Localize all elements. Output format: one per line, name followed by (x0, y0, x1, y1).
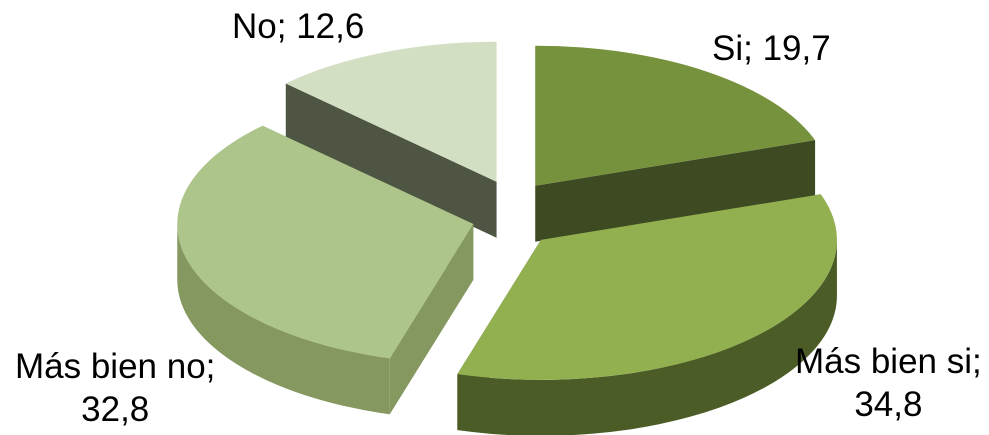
pie-slice-cut-2-0 (389, 224, 474, 415)
pie-slice-cut-3-0 (285, 83, 497, 238)
slice-label-mas-bien-no: Más bien no; 32,8 (15, 347, 216, 429)
pie-slice-1 (457, 194, 837, 435)
slice-label-si: Si; 19,7 (712, 29, 831, 68)
pie-slice-side-1 (457, 239, 837, 435)
pie-slice-side-2 (177, 224, 390, 415)
pie-slice-2 (177, 125, 474, 415)
pie-slice-top-1 (457, 194, 837, 380)
pie-slice-top-2 (177, 125, 474, 359)
pie-slice-top-3 (285, 41, 497, 182)
pie-slice-cut-0-1 (535, 140, 816, 242)
pie-slice-3 (285, 41, 497, 238)
pie-slice-top-0 (535, 45, 816, 186)
pie-slice-0 (535, 45, 816, 242)
slice-label-mas-bien-si: Más bien si; 34,8 (795, 342, 982, 424)
slice-label-no: No; 12,6 (232, 7, 365, 46)
